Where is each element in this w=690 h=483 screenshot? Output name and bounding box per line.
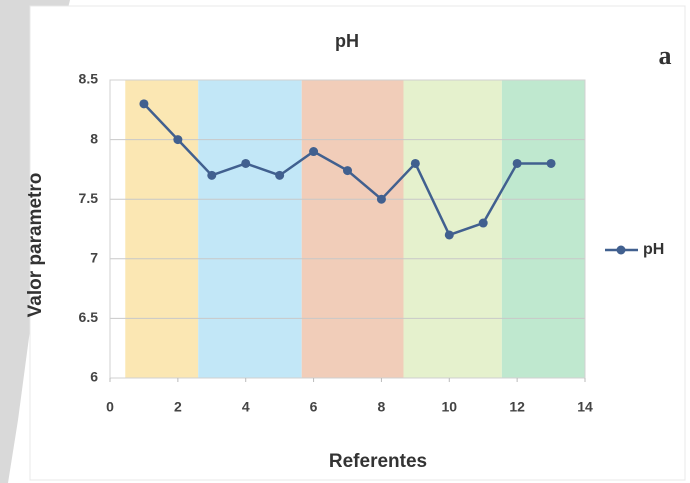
x-axis-label: Referentes bbox=[329, 451, 427, 472]
y-tick-label: 8.5 bbox=[79, 71, 99, 87]
band bbox=[403, 80, 502, 378]
y-tick-label: 8 bbox=[90, 130, 98, 146]
data-point bbox=[275, 170, 285, 180]
x-tick-label: 8 bbox=[378, 399, 386, 415]
data-point bbox=[207, 170, 217, 180]
data-point bbox=[173, 135, 183, 145]
x-tick-label: 6 bbox=[310, 399, 318, 415]
data-point bbox=[410, 158, 420, 168]
y-tick-label: 7.5 bbox=[79, 190, 99, 206]
x-tick-label: 0 bbox=[106, 399, 114, 415]
y-tick-label: 6 bbox=[90, 369, 98, 385]
legend-label: pH bbox=[643, 241, 664, 258]
x-tick-label: 10 bbox=[441, 399, 457, 415]
y-tick-label: 6.5 bbox=[79, 309, 99, 325]
data-point bbox=[309, 147, 319, 157]
y-axis-label: Valor parametro bbox=[25, 173, 46, 318]
chart-title: pH bbox=[335, 31, 359, 51]
x-tick-label: 14 bbox=[577, 399, 593, 415]
x-tick-label: 12 bbox=[509, 399, 525, 415]
x-tick-label: 2 bbox=[174, 399, 182, 415]
legend-marker bbox=[616, 245, 626, 255]
data-point bbox=[512, 158, 522, 168]
data-point bbox=[343, 166, 352, 176]
panel-label: a bbox=[659, 41, 672, 70]
data-point bbox=[241, 158, 251, 168]
x-tick-label: 4 bbox=[242, 399, 250, 415]
plot-border bbox=[109, 79, 586, 379]
band bbox=[198, 80, 302, 378]
data-point bbox=[376, 194, 386, 204]
y-tick-label: 7 bbox=[90, 250, 98, 266]
data-point bbox=[478, 218, 488, 228]
band bbox=[501, 80, 585, 378]
data-point bbox=[139, 99, 149, 109]
data-point bbox=[444, 230, 454, 240]
band bbox=[125, 80, 199, 378]
band bbox=[301, 80, 404, 378]
data-point bbox=[546, 158, 556, 168]
